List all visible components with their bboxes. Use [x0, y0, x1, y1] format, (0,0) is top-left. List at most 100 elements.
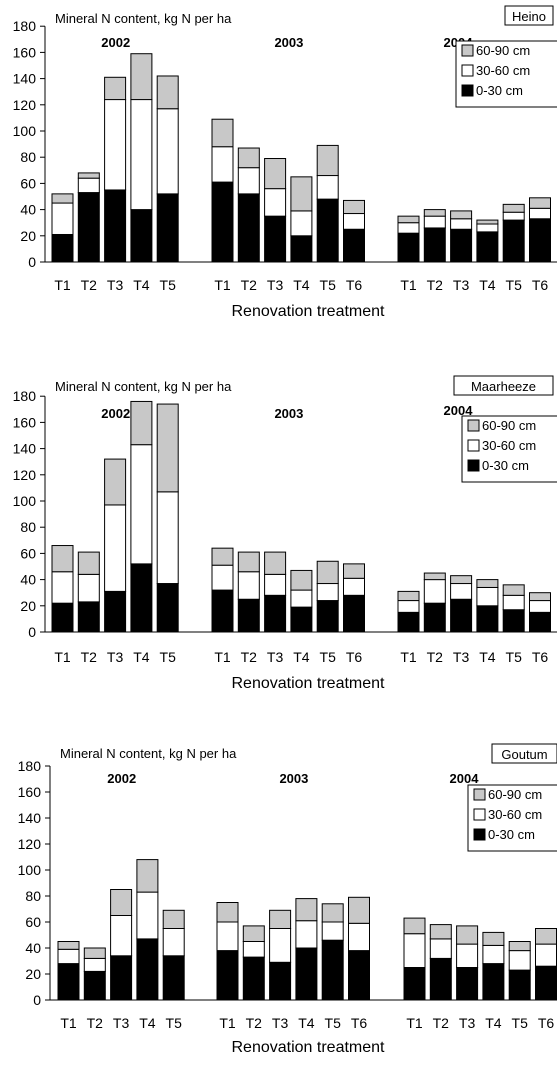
bar-segment — [348, 950, 370, 1001]
bar-segment — [242, 956, 265, 1001]
bar-segment — [403, 933, 426, 969]
x-tick-label: T4 — [139, 1015, 156, 1031]
bar-segment — [295, 920, 318, 949]
y-tick-label: 120 — [13, 97, 37, 113]
y-tick-label: 100 — [18, 862, 42, 878]
bar-segment — [216, 921, 239, 952]
bar-segment — [237, 147, 260, 169]
bar-segment — [242, 941, 265, 958]
y-tick-label: 0 — [28, 624, 36, 640]
legend-label: 0-30 cm — [476, 83, 523, 98]
bar-segment — [423, 602, 446, 633]
y-tick-label: 160 — [13, 44, 37, 60]
bar-segment — [502, 584, 525, 596]
bar-segment — [429, 957, 452, 1001]
y-tick-label: 20 — [20, 228, 36, 244]
x-tick-label: T2 — [81, 277, 98, 293]
y-tick-label: 40 — [25, 940, 41, 956]
x-tick-label: T5 — [160, 277, 177, 293]
bar-segment — [110, 889, 133, 916]
x-tick-label: T4 — [293, 649, 310, 665]
bar-segment — [290, 589, 313, 608]
bar-segment — [476, 605, 499, 633]
bar-segment — [51, 602, 74, 633]
bar-segment — [211, 589, 234, 633]
bar-segment — [237, 551, 260, 573]
x-tick-label: T1 — [400, 277, 417, 293]
bar-segment — [456, 967, 479, 1001]
bar-segment — [423, 572, 446, 581]
bar-segment — [316, 560, 339, 585]
bar-segment — [237, 193, 260, 263]
bar-segment — [450, 228, 473, 263]
bar-segment — [321, 903, 344, 923]
x-tick-label: T3 — [267, 277, 284, 293]
bar-segment — [211, 181, 234, 263]
bar-segment — [535, 928, 557, 945]
bar-segment — [529, 611, 551, 633]
bar-segment — [423, 579, 446, 604]
bar-segment — [130, 99, 153, 211]
bar-segment — [295, 898, 318, 922]
x-tick-label: T1 — [60, 1015, 77, 1031]
bar-segment — [77, 573, 100, 603]
bar-segment — [136, 891, 159, 940]
x-tick-label: T3 — [113, 1015, 130, 1031]
bar-segment — [51, 233, 74, 263]
bar-segment — [264, 215, 287, 263]
legend-swatch — [473, 828, 486, 841]
x-tick-label: T1 — [54, 277, 71, 293]
y-tick-label: 40 — [20, 202, 36, 218]
y-tick-label: 20 — [20, 598, 36, 614]
y-tick-label: 140 — [13, 71, 37, 87]
bar-segment — [57, 948, 80, 965]
x-tick-label: T5 — [320, 277, 337, 293]
bar-segment — [343, 199, 365, 215]
bar-segment — [450, 583, 473, 600]
bar-segment — [450, 210, 473, 220]
bar-segment — [397, 600, 420, 613]
bar-segment — [508, 950, 531, 971]
bar-segment — [83, 947, 106, 959]
x-tick-label: T2 — [241, 649, 258, 665]
bar-segment — [502, 219, 525, 263]
x-tick-label: T2 — [87, 1015, 104, 1031]
year-label-2003: 2003 — [274, 406, 303, 421]
legend-swatch — [467, 419, 480, 432]
bar-segment — [104, 504, 127, 592]
bar-segment — [77, 551, 100, 575]
bar-segment — [77, 601, 100, 633]
x-tick-label: T6 — [538, 1015, 555, 1031]
bar-segment — [476, 231, 499, 263]
bar-segment — [242, 925, 265, 943]
bar-segment — [264, 594, 287, 633]
x-tick-label: T5 — [506, 277, 523, 293]
x-tick-label: T2 — [427, 649, 444, 665]
y-tick-label: 100 — [13, 123, 37, 139]
bar-segment — [343, 563, 365, 579]
x-tick-label: T6 — [346, 277, 363, 293]
bar-segment — [321, 921, 344, 941]
bar-segment — [211, 564, 234, 591]
bar-segment — [476, 586, 499, 607]
plot-group-goutum: 0 20 40 60 80 100 120 140 160 180 Mineral N conten… — [18, 743, 557, 1056]
x-tick-label: T2 — [246, 1015, 263, 1031]
legend-label: 60-90 cm — [482, 418, 536, 433]
bar-segment — [104, 76, 127, 101]
bar-segment — [136, 938, 159, 1001]
bar-segment — [110, 955, 133, 1001]
site-label-box — [504, 5, 554, 26]
legend-label: 0-30 cm — [488, 827, 535, 842]
x-axis-label: Renovation treatment — [232, 675, 386, 692]
bar-segment — [104, 590, 127, 633]
y-tick-label: 120 — [13, 467, 37, 483]
bar-segment — [295, 947, 318, 1001]
bar-segment — [429, 938, 452, 959]
bar-segment — [403, 917, 426, 935]
x-tick-label: T5 — [166, 1015, 183, 1031]
bar-segment — [456, 943, 479, 968]
bar-segment — [423, 209, 446, 217]
bar-segment — [264, 573, 287, 596]
x-tick-label: T3 — [107, 277, 124, 293]
x-tick-label: T3 — [267, 649, 284, 665]
